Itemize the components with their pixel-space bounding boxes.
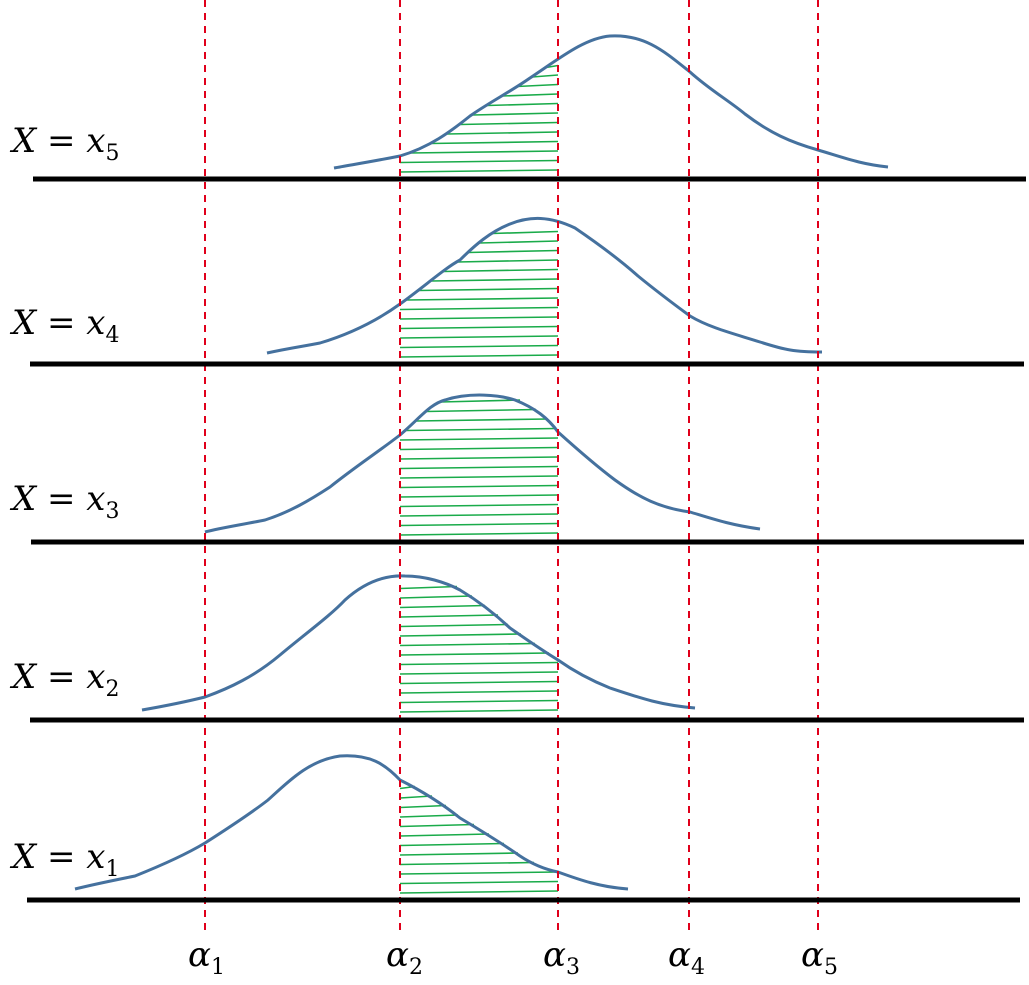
hatch-line xyxy=(467,249,559,254)
hatch-line xyxy=(408,150,559,154)
threshold-label-alpha4: α4 xyxy=(668,935,705,980)
hatch-line xyxy=(399,456,559,460)
hatch-line xyxy=(399,494,559,498)
hatch-line xyxy=(399,335,559,339)
hatch-line xyxy=(459,121,559,126)
hatch-line xyxy=(442,268,559,273)
hatch-region-x3 xyxy=(399,399,559,536)
threshold-label-alpha1: α1 xyxy=(188,935,225,980)
hatch-line xyxy=(399,861,535,866)
hatch-line xyxy=(399,804,447,809)
row-label-x4: X = x4 xyxy=(9,303,119,348)
density-curve-x1 xyxy=(74,754,629,891)
hatch-line xyxy=(516,83,559,88)
hatch-line xyxy=(501,93,559,97)
hatch-line xyxy=(399,623,509,628)
hatch-line xyxy=(399,344,559,349)
hatch-line xyxy=(399,652,550,656)
hatch-line xyxy=(399,513,559,517)
hatch-line xyxy=(399,446,559,451)
hatch-line xyxy=(486,102,559,107)
hatch-line xyxy=(399,325,559,330)
hatch-line xyxy=(399,316,559,320)
hatch-region-x4 xyxy=(399,230,559,358)
hatch-line xyxy=(399,709,559,713)
hatch-line xyxy=(399,306,559,311)
hatch-line xyxy=(415,418,549,422)
hatch-line xyxy=(399,503,559,508)
hatch-line xyxy=(399,833,490,837)
row-label-x5: X = x5 xyxy=(9,121,119,166)
hatch-line xyxy=(399,671,559,675)
hatch-line xyxy=(405,297,559,301)
hatch-line xyxy=(399,614,499,618)
hatch-line xyxy=(417,287,559,292)
hatch-line xyxy=(399,814,459,818)
hatch-line xyxy=(399,159,559,164)
hatch-line xyxy=(399,532,559,536)
hatch-line xyxy=(491,230,559,235)
hatch-line xyxy=(399,890,559,894)
density-curve-x3 xyxy=(204,393,761,534)
hatch-line xyxy=(405,427,557,432)
hatch-line xyxy=(399,871,559,875)
hatch-line xyxy=(399,633,522,637)
hatch-region-x1 xyxy=(399,785,559,894)
hatch-line xyxy=(399,642,536,647)
hatch-line xyxy=(429,140,559,145)
threshold-label-alpha2: α2 xyxy=(386,935,423,980)
hatch-line xyxy=(399,604,486,609)
hatch-line xyxy=(399,585,458,590)
density-curve-x2 xyxy=(141,574,696,712)
hatch-line xyxy=(399,354,559,358)
hatch-line xyxy=(399,437,559,441)
hatch-line xyxy=(399,169,559,173)
hatch-line xyxy=(399,823,475,828)
hatch-line xyxy=(531,74,559,78)
row-label-x1: X = x1 xyxy=(9,837,119,882)
hatch-line xyxy=(430,278,559,282)
hatch-line xyxy=(399,484,559,489)
hatch-line xyxy=(399,852,519,856)
hatch-region-x2 xyxy=(399,585,559,713)
hatch-line xyxy=(399,522,559,527)
hatch-line xyxy=(399,699,559,704)
hatch-line xyxy=(399,475,559,479)
threshold-label-alpha5: α5 xyxy=(801,935,838,980)
hatch-line xyxy=(456,259,559,263)
density-curve-x4 xyxy=(266,216,823,355)
threshold-label-alpha3: α3 xyxy=(543,935,580,980)
hatch-line xyxy=(399,880,559,885)
hatch-line xyxy=(425,408,537,413)
hatch-line xyxy=(399,690,559,694)
hatch-line xyxy=(446,131,559,135)
hatch-region-x5 xyxy=(399,64,559,173)
hatch-line xyxy=(399,680,559,685)
hatch-line xyxy=(399,595,473,599)
hatch-line xyxy=(399,661,559,666)
hatch-line xyxy=(471,112,559,116)
row-label-x3: X = x3 xyxy=(9,479,119,524)
hatch-line xyxy=(399,465,559,470)
row-label-x2: X = x2 xyxy=(9,657,119,702)
hatch-line xyxy=(439,399,521,403)
hatch-line xyxy=(399,842,505,847)
hatch-line xyxy=(478,240,559,244)
density-curve-x5 xyxy=(333,34,889,170)
